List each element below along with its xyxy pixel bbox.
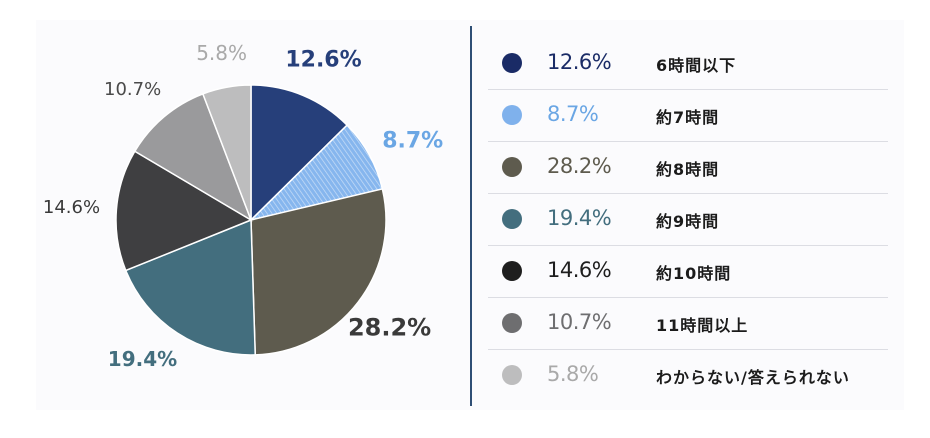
legend-label: 約10時間 <box>656 264 732 283</box>
legend-label: わからない/答えられない <box>656 368 850 387</box>
legend-divider <box>470 26 472 406</box>
pie-slice <box>250 84 349 222</box>
pie-data-label: 5.8% <box>196 41 247 65</box>
legend-value: 28.2% <box>547 154 612 178</box>
legend: 12.6% 6時間以下 8.7% 約7時間 28.2% 約8時間 19.4% 約9時間 14.6… <box>488 38 888 402</box>
legend-value: 5.8% <box>547 362 599 386</box>
pie-slice <box>124 218 257 356</box>
legend-item: 12.6% 6時間以下 <box>488 38 888 90</box>
legend-item: 14.6% 約10時間 <box>488 246 888 298</box>
pie-data-label: 10.7% <box>104 79 161 100</box>
legend-item: 5.8% わからない/答えられない <box>488 350 888 402</box>
legend-swatch <box>502 53 522 73</box>
legend-swatch <box>502 261 522 281</box>
legend-label: 6時間以下 <box>656 56 737 75</box>
pie-data-label: 14.6% <box>43 197 100 218</box>
legend-item: 10.7% 11時間以上 <box>488 298 888 350</box>
pie-chart: 12.6% 8.7% 28.2% 19.4% 14.6% 10.7% 5.8% <box>43 41 443 371</box>
pie-data-label: 19.4% <box>108 347 177 371</box>
pie-slices <box>115 84 387 356</box>
legend-swatch <box>502 157 522 177</box>
pie-data-label: 8.7% <box>382 129 443 154</box>
legend-label: 約9時間 <box>656 212 720 231</box>
legend-label: 11時間以上 <box>656 316 749 335</box>
legend-swatch <box>502 209 522 229</box>
legend-swatch <box>502 105 522 125</box>
legend-value: 12.6% <box>547 50 612 74</box>
pie-slice <box>250 187 387 356</box>
pie-data-label: 28.2% <box>348 314 431 342</box>
legend-label: 約7時間 <box>656 108 720 127</box>
pie-slice <box>133 92 253 222</box>
legend-value: 8.7% <box>547 102 599 126</box>
pie-slice <box>201 84 252 221</box>
legend-label: 約8時間 <box>656 160 720 179</box>
legend-item: 8.7% 約7時間 <box>488 90 888 142</box>
pie-slice <box>115 150 253 272</box>
legend-swatch <box>502 365 522 385</box>
legend-value: 10.7% <box>547 310 612 334</box>
legend-value: 14.6% <box>547 258 612 282</box>
legend-swatch <box>502 313 522 333</box>
pie-data-label: 12.6% <box>285 48 361 73</box>
pie-data-labels: 12.6% 8.7% 28.2% 19.4% 14.6% 10.7% 5.8% <box>43 41 443 371</box>
legend-item: 28.2% 約8時間 <box>488 142 888 194</box>
legend-value: 19.4% <box>547 206 612 230</box>
legend-item: 19.4% 約9時間 <box>488 194 888 246</box>
